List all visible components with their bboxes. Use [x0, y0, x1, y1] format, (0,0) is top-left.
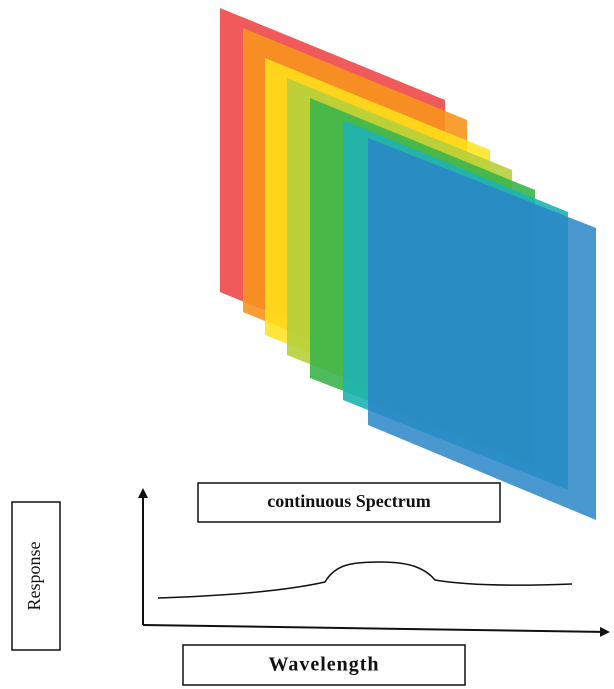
- x-axis-label: Wavelength: [268, 654, 379, 676]
- spectrum-label: continuous Spectrum: [267, 491, 431, 511]
- y-axis-label: Response: [24, 541, 44, 610]
- response-graph: Response continuous Spectrum Wavelength: [11, 482, 610, 686]
- spectral-planes: [220, 8, 596, 520]
- y-label-box: [11, 501, 61, 651]
- spectrum-box: [197, 482, 501, 523]
- x-label-box: [182, 644, 466, 686]
- plane-blue: [368, 138, 596, 520]
- x-axis: [142, 624, 610, 637]
- response-curve: [157, 561, 573, 599]
